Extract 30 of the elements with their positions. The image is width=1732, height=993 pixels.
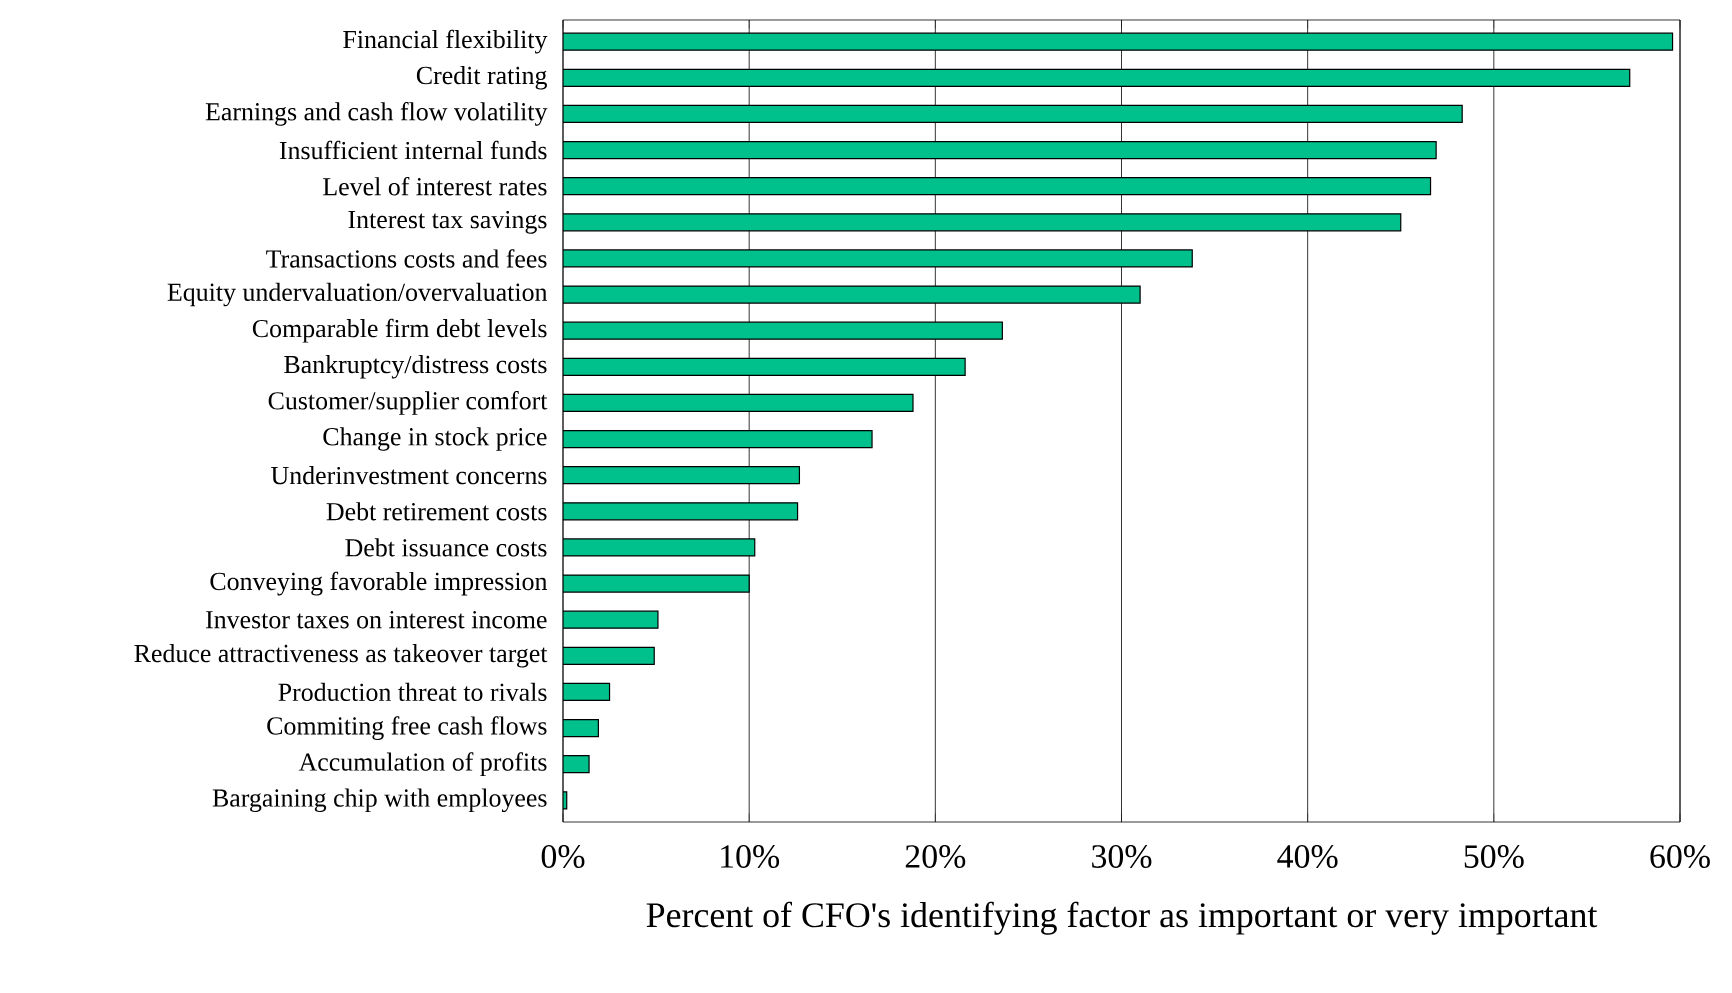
y-tick-label: Investor taxes on interest income [206, 610, 547, 629]
x-tick-label: 10% [721, 845, 780, 869]
x-tick-label: 50% [1464, 845, 1524, 869]
y-tick-label: Financial flexibility [343, 29, 548, 54]
x-tick-label: 20% [905, 845, 966, 869]
y-tick-label: Level of interest rates [323, 176, 547, 196]
y-tick-label: Commiting free cash flows [267, 716, 547, 740]
y-tick-label: Bankruptcy/distress costs [284, 355, 547, 379]
y-tick-label: Equity undervaluation/overvaluation [167, 282, 548, 307]
y-tick-label: Reduce attractiveness as takeover target [134, 644, 548, 668]
y-tick-label: Earnings and cash flow volatility [205, 101, 548, 126]
x-tick-label: 0% [541, 845, 585, 869]
x-tick-label: 60% [1650, 845, 1710, 869]
y-tick-label: Debt issuance costs [345, 538, 547, 557]
x-axis-title: Percent of CFO's identifying factor as important or very important [646, 901, 1598, 935]
y-tick-label: Interest tax savings [348, 210, 547, 234]
y-tick-label: Insufficient internal funds [279, 140, 547, 160]
y-tick-label: Comparable firm debt levels [252, 318, 547, 343]
y-tick-label: Production threat to rivals [278, 682, 547, 702]
y-tick-label: Credit rating [416, 66, 547, 90]
x-tick-label: 40% [1277, 845, 1338, 869]
y-tick-label: Debt retirement costs [326, 502, 547, 521]
x-tick-label: 30% [1092, 845, 1152, 869]
y-tick-label: Transactions costs and fees [266, 249, 547, 268]
y-tick-label: Accumulation of profits [298, 752, 547, 777]
y-tick-label: Change in stock price [323, 427, 547, 451]
y-tick-label: Customer/supplier comfort [268, 391, 548, 415]
y-tick-label: Bargaining chip with employees [212, 788, 547, 813]
y-tick-label: Conveying favorable impression [210, 571, 548, 596]
y-tick-label: Underinvestment concerns [271, 466, 547, 485]
